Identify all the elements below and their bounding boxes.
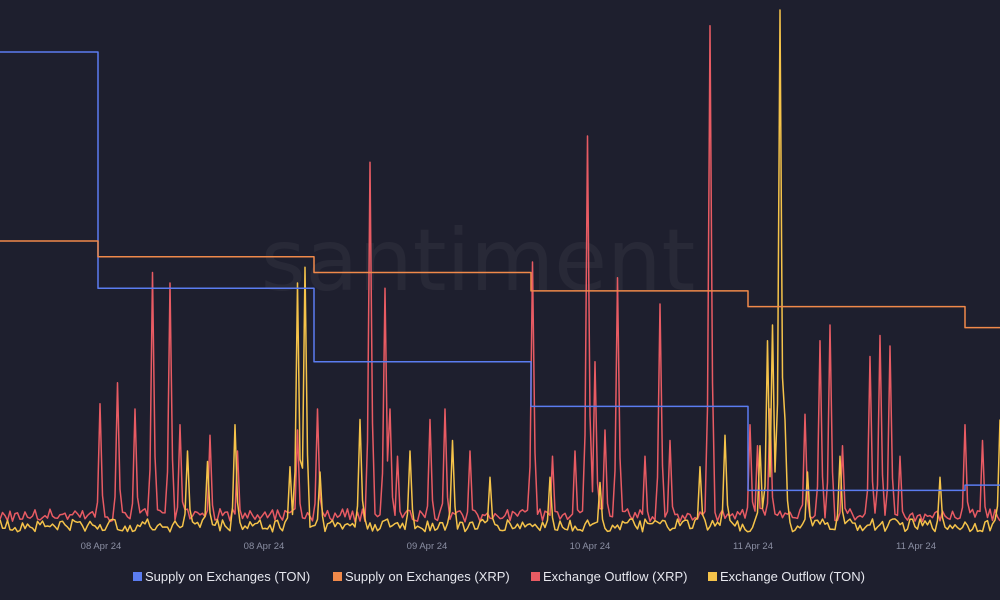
legend-swatch xyxy=(133,572,142,581)
series-line-3 xyxy=(0,9,1000,533)
x-tick-label: 08 Apr 24 xyxy=(81,541,122,552)
legend-swatch xyxy=(531,572,540,581)
legend-item[interactable]: Supply on Exchanges (XRP) xyxy=(333,569,510,584)
legend-label: Supply on Exchanges (TON) xyxy=(145,569,310,584)
x-tick-label: 11 Apr 24 xyxy=(733,541,773,552)
legend-item[interactable]: Supply on Exchanges (TON) xyxy=(133,569,310,584)
legend: Supply on Exchanges (TON) Supply on Excha… xyxy=(133,569,865,584)
x-axis: 08 Apr 24 08 Apr 24 09 Apr 24 10 Apr 24 11 A… xyxy=(81,541,936,552)
series-line-1 xyxy=(0,240,1000,329)
legend-swatch xyxy=(333,572,342,581)
x-tick-label: 11 Apr 24 xyxy=(896,541,936,552)
series-line-2 xyxy=(0,25,1000,523)
legend-label: Exchange Outflow (XRP) xyxy=(543,569,688,584)
plot-area xyxy=(0,9,1000,533)
watermark: santiment xyxy=(261,211,696,311)
legend-swatch xyxy=(708,572,717,581)
x-tick-label: 09 Apr 24 xyxy=(407,541,448,552)
legend-item[interactable]: Exchange Outflow (TON) xyxy=(708,569,865,584)
x-tick-label: 10 Apr 24 xyxy=(570,541,611,552)
legend-item[interactable]: Exchange Outflow (XRP) xyxy=(531,569,688,584)
legend-label: Exchange Outflow (TON) xyxy=(720,569,865,584)
x-tick-label: 08 Apr 24 xyxy=(244,541,285,552)
legend-label: Supply on Exchanges (XRP) xyxy=(345,569,510,584)
